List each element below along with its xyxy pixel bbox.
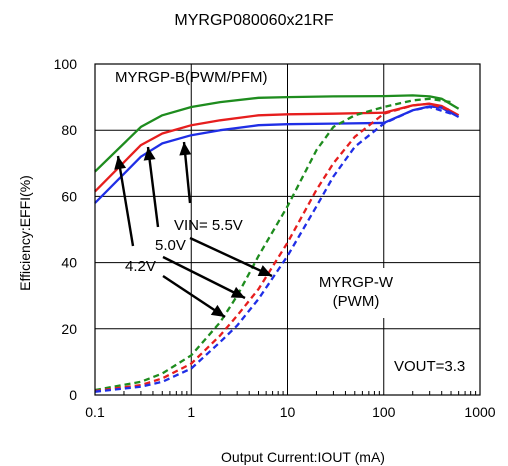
- arrow-head: [230, 286, 245, 298]
- pwm-pfm-label: MYRGP-B(PWM/PFM): [115, 69, 267, 86]
- x-axis-label: Output Current:IOUT (mA): [221, 449, 385, 465]
- x-tick-label: 0.1: [85, 404, 105, 420]
- vin-5-0-label: 5.0V: [155, 237, 186, 254]
- arrow-shaft: [189, 236, 273, 278]
- series-line-pwm-5-0v: [94, 102, 452, 393]
- arrow-head: [143, 147, 156, 161]
- arrow-head: [257, 265, 272, 276]
- chart-title: MYRGP080060x21RF: [174, 12, 333, 29]
- x-tick-label: 10: [280, 404, 296, 420]
- y-tick-label: 80: [61, 122, 77, 138]
- arrow-head: [114, 156, 127, 170]
- series-line-pwm-5-5v: [94, 97, 452, 392]
- arrow-head: [179, 142, 192, 156]
- plot-frame: [94, 63, 481, 396]
- y-tick-label: 0: [69, 387, 77, 403]
- arrow-shaft: [146, 146, 160, 228]
- y-tick-label: 20: [61, 321, 77, 337]
- series-lines: [94, 94, 460, 393]
- y-axis-label: Efficiency:EFFI(%): [17, 175, 33, 291]
- series-line-pwm-pfm-5-5v: [94, 94, 460, 173]
- x-tick-label: 100: [372, 404, 396, 420]
- y-tick-label: 100: [54, 56, 78, 72]
- pwm-label-line2: (PWM): [333, 293, 380, 310]
- arrow-shaft: [162, 255, 246, 300]
- pwm-label-bg: [301, 268, 411, 318]
- vin-4-2-label: 4.2V: [125, 258, 156, 275]
- y-tick-label: 60: [61, 188, 77, 204]
- tick-labels: 0.1 1 10 100 1000 0 20 40 60 80 100: [54, 56, 496, 420]
- y-tick-label: 40: [61, 255, 77, 271]
- vin-5-5-label: VIN= 5.5V: [174, 217, 243, 234]
- annotation-arrows: [114, 141, 273, 319]
- arrow-shaft: [116, 155, 135, 247]
- series-line-pwm-pfm-5-0v: [94, 102, 460, 193]
- x-tick-label: 1: [187, 404, 195, 420]
- vout-label: VOUT=3.3: [394, 358, 465, 375]
- arrow-head: [210, 304, 225, 317]
- pwm-label-line1: MYRGP-W: [319, 274, 394, 291]
- series-line-pwm-4-2v: [94, 105, 452, 393]
- x-tick-label: 1000: [464, 404, 495, 420]
